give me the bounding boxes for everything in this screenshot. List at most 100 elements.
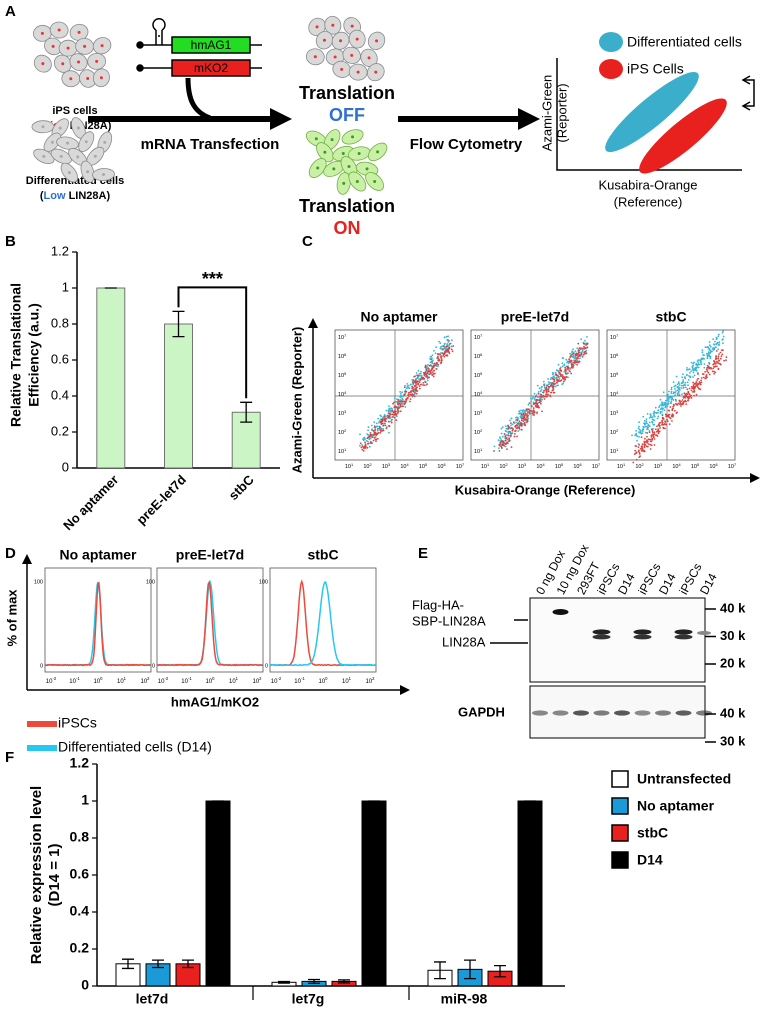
- event: [408, 384, 410, 387]
- event: [438, 340, 440, 343]
- event: [424, 364, 427, 367]
- event: [407, 387, 409, 389]
- event: [579, 354, 581, 356]
- event: [373, 431, 376, 434]
- event: [720, 355, 723, 358]
- event: [708, 373, 711, 376]
- event: [637, 443, 640, 445]
- nucleus: [332, 167, 336, 171]
- event: [536, 402, 539, 405]
- event: [518, 427, 521, 430]
- event: [661, 419, 664, 422]
- event: [431, 360, 433, 363]
- legend-label: Untransfected: [637, 771, 731, 787]
- nucleus: [86, 77, 90, 81]
- event: [443, 343, 446, 346]
- event: [361, 445, 364, 448]
- tick-label: 105: [555, 463, 563, 470]
- tick-label: 10-2: [271, 676, 282, 685]
- event: [415, 377, 417, 380]
- event: [431, 354, 434, 357]
- event: [434, 352, 437, 355]
- nucleus: [51, 44, 55, 48]
- event: [555, 369, 558, 372]
- event: [580, 352, 583, 355]
- event: [708, 348, 711, 350]
- nucleus: [339, 39, 343, 43]
- tick-base: 10: [456, 464, 462, 470]
- event: [545, 386, 548, 389]
- tick-label: 104: [400, 463, 409, 470]
- nucleus: [57, 28, 61, 32]
- event: [678, 403, 681, 405]
- event: [569, 355, 572, 358]
- tick-label: 103: [518, 463, 526, 470]
- plot-title: preE-let7d: [501, 309, 569, 325]
- tick-base: 10: [46, 679, 53, 685]
- tick-exponent: 4: [616, 391, 619, 395]
- event: [412, 395, 414, 397]
- nucleus: [331, 23, 335, 27]
- event: [670, 390, 673, 393]
- tick-exponent: 6: [344, 353, 346, 357]
- event: [388, 407, 390, 410]
- event: [403, 394, 406, 397]
- event: [659, 398, 662, 401]
- legend-swatch: [611, 797, 629, 815]
- event: [639, 431, 641, 434]
- event: [565, 358, 568, 361]
- event: [684, 393, 687, 396]
- event: [653, 419, 656, 422]
- event: [689, 376, 691, 378]
- event: [435, 368, 438, 370]
- state-label: Translation: [299, 83, 395, 103]
- tick-base: 10: [69, 679, 76, 685]
- tick-label: 102: [474, 429, 482, 436]
- tick-label: 101: [117, 676, 127, 685]
- event: [579, 357, 581, 360]
- event: [410, 383, 412, 386]
- event: [676, 392, 679, 395]
- event: [717, 367, 720, 370]
- event: [668, 409, 671, 412]
- event: [570, 366, 573, 369]
- event: [684, 399, 687, 402]
- event: [401, 398, 404, 401]
- event: [361, 448, 364, 451]
- event: [563, 380, 565, 383]
- event: [547, 378, 549, 380]
- event: [508, 437, 511, 440]
- nucleus: [100, 44, 104, 48]
- event: [517, 430, 520, 432]
- tick-exponent: 7: [344, 334, 346, 338]
- tick-label: 105: [474, 372, 482, 379]
- event: [707, 351, 710, 354]
- event: [451, 350, 454, 353]
- event: [681, 376, 684, 379]
- tick-label: 103: [474, 410, 482, 417]
- event: [649, 416, 652, 418]
- event: [522, 410, 524, 413]
- event: [524, 424, 527, 427]
- event: [565, 368, 567, 370]
- tick-exponent: -2: [164, 676, 168, 681]
- tick-base: 10: [252, 679, 259, 685]
- event: [405, 399, 408, 401]
- legend-label: D14: [637, 852, 663, 868]
- event: [561, 375, 564, 378]
- event: [415, 372, 418, 374]
- tick-exponent: 6: [480, 353, 482, 357]
- event: [515, 427, 518, 430]
- y-tick-label: 0.6: [51, 351, 69, 366]
- event: [649, 443, 652, 446]
- event: [381, 422, 384, 425]
- hairpin: [152, 18, 166, 45]
- event: [563, 376, 566, 379]
- marker-label: 40 k: [720, 600, 746, 615]
- event: [394, 406, 397, 409]
- plot-frame: [269, 567, 377, 673]
- legend-swatch: [611, 851, 629, 869]
- axis-label: Azami-Green: [539, 75, 554, 152]
- construct-diagram: [136, 18, 262, 77]
- event: [574, 363, 576, 365]
